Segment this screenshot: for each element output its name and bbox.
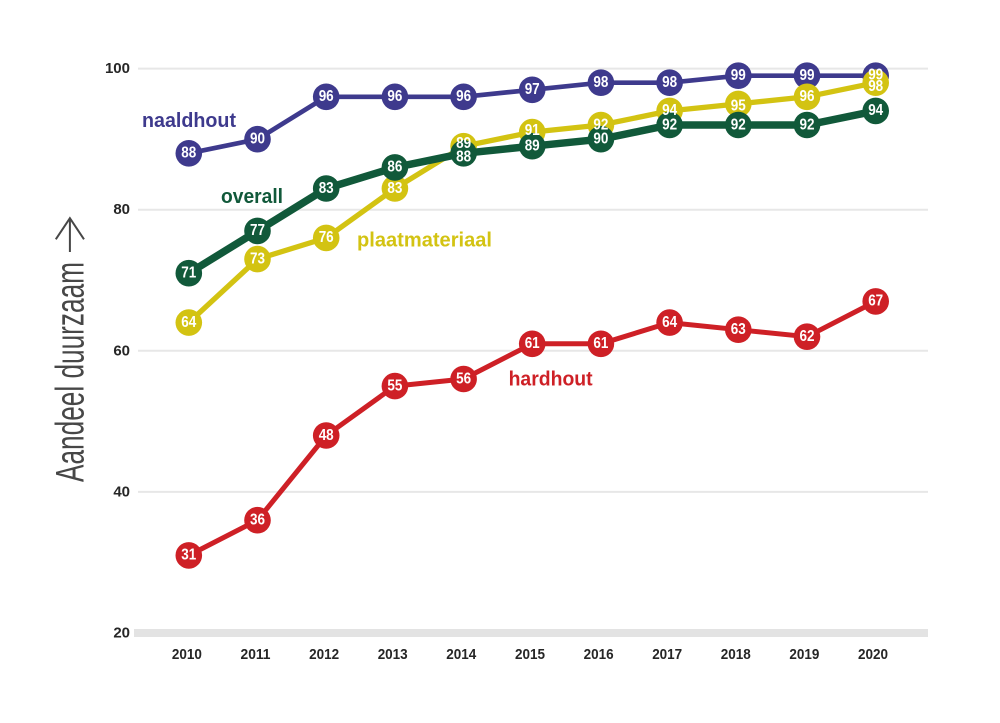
svg-text:94: 94 (868, 102, 883, 119)
svg-text:92: 92 (800, 116, 815, 133)
svg-text:88: 88 (456, 149, 471, 166)
svg-text:plaatmateriaal: plaatmateriaal (357, 229, 492, 251)
svg-text:67: 67 (868, 293, 883, 310)
svg-text:90: 90 (250, 131, 265, 148)
svg-text:36: 36 (250, 512, 265, 529)
svg-text:91: 91 (525, 122, 540, 139)
svg-text:71: 71 (181, 265, 196, 282)
svg-text:96: 96 (319, 88, 334, 105)
svg-text:98: 98 (868, 78, 883, 95)
svg-text:92: 92 (662, 116, 677, 133)
svg-text:48: 48 (319, 427, 334, 444)
svg-text:76: 76 (319, 229, 334, 246)
svg-text:100: 100 (105, 60, 130, 77)
svg-text:2011: 2011 (241, 647, 271, 663)
svg-text:2010: 2010 (172, 647, 202, 663)
svg-text:83: 83 (387, 180, 402, 197)
svg-text:2015: 2015 (515, 647, 545, 663)
svg-text:61: 61 (593, 335, 608, 352)
svg-text:95: 95 (731, 98, 746, 115)
svg-text:2014: 2014 (446, 647, 476, 663)
svg-text:90: 90 (593, 131, 608, 148)
svg-text:2020: 2020 (858, 647, 888, 663)
svg-text:96: 96 (456, 88, 471, 105)
svg-text:96: 96 (387, 88, 402, 105)
svg-text:83: 83 (319, 180, 334, 197)
svg-text:naaldhout: naaldhout (142, 110, 236, 132)
svg-text:96: 96 (800, 88, 815, 105)
svg-text:Aandeel duurzaam: Aandeel duurzaam (49, 262, 93, 482)
svg-text:62: 62 (800, 328, 815, 345)
svg-text:64: 64 (662, 314, 677, 331)
svg-text:overall: overall (221, 186, 283, 208)
svg-text:63: 63 (731, 321, 746, 338)
svg-text:2019: 2019 (789, 647, 819, 663)
svg-text:77: 77 (250, 222, 265, 239)
svg-text:92: 92 (731, 116, 746, 133)
svg-text:94: 94 (662, 102, 677, 119)
svg-text:99: 99 (800, 67, 815, 84)
svg-text:80: 80 (113, 201, 130, 218)
svg-text:2013: 2013 (378, 647, 408, 663)
svg-text:73: 73 (250, 250, 265, 267)
svg-text:98: 98 (593, 74, 608, 91)
svg-text:2016: 2016 (584, 647, 614, 663)
svg-text:2018: 2018 (721, 647, 751, 663)
svg-text:20: 20 (113, 625, 130, 642)
svg-text:56: 56 (456, 370, 471, 387)
svg-text:99: 99 (868, 66, 883, 83)
svg-text:86: 86 (387, 159, 402, 176)
svg-text:40: 40 (113, 483, 130, 500)
svg-text:60: 60 (113, 342, 130, 359)
svg-text:61: 61 (525, 335, 540, 352)
svg-text:2012: 2012 (309, 647, 339, 663)
svg-text:2017: 2017 (652, 647, 682, 663)
svg-text:31: 31 (181, 547, 196, 564)
svg-text:99: 99 (731, 67, 746, 84)
svg-text:hardhout: hardhout (509, 369, 593, 391)
svg-text:89: 89 (456, 135, 471, 152)
svg-text:89: 89 (525, 138, 540, 155)
svg-text:88: 88 (181, 145, 196, 162)
svg-text:64: 64 (181, 314, 196, 331)
svg-text:98: 98 (662, 74, 677, 91)
svg-text:55: 55 (387, 377, 402, 394)
svg-text:92: 92 (593, 116, 608, 133)
svg-text:97: 97 (525, 81, 540, 98)
